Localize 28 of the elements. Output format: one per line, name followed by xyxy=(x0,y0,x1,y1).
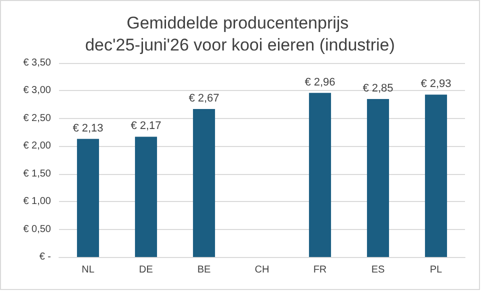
data-label: € 2,17 xyxy=(130,120,162,132)
y-tick-label: € 3,50 xyxy=(23,58,52,68)
bar xyxy=(192,109,216,257)
data-label: € 2,85 xyxy=(362,82,394,95)
x-tick-label: DE xyxy=(139,264,154,276)
data-label: € 2,93 xyxy=(420,78,452,90)
y-tick-label: € 1,50 xyxy=(23,168,52,180)
bar xyxy=(366,99,390,257)
chart-title: Gemiddelde producentenprijs dec'25-juni'26 voor kooi eieren (industrie) xyxy=(85,14,395,54)
x-tick-label: BE xyxy=(197,264,211,276)
data-label: € 2,96 xyxy=(304,76,336,88)
y-tick-label: € 2,50 xyxy=(23,112,52,124)
data-label: € 2,13 xyxy=(72,122,104,134)
x-tick-label: CH xyxy=(254,264,270,276)
bar xyxy=(424,94,448,257)
x-tick-label: ES xyxy=(371,264,385,276)
x-tick-label: PL xyxy=(430,264,443,276)
bar xyxy=(308,92,332,257)
x-tick-label: NL xyxy=(82,264,95,276)
y-tick-label: € 1,00 xyxy=(23,196,52,208)
y-tick-label: € 0,50 xyxy=(23,224,52,235)
y-tick-label: € 2,00 xyxy=(23,140,52,152)
bar xyxy=(76,138,100,257)
x-tick-label: FR xyxy=(313,264,327,276)
bar xyxy=(134,136,158,257)
y-tick-label: € - xyxy=(39,252,51,262)
data-label: € 2,67 xyxy=(188,92,220,105)
y-tick-label: € 3,00 xyxy=(23,85,52,96)
